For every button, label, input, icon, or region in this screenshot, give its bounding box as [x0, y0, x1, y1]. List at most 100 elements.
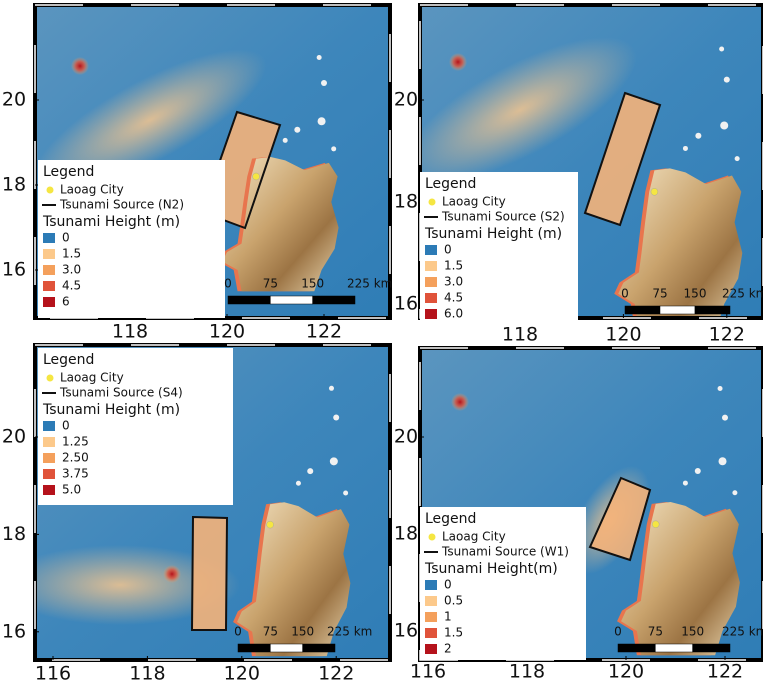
- x-tick-label: 122: [318, 663, 354, 685]
- hotspot: [163, 565, 181, 583]
- y-tick-label: 18: [394, 523, 418, 545]
- legend-level: 5.0: [62, 483, 81, 497]
- scale-label: 150: [301, 277, 324, 291]
- legend-level: 3.0: [62, 263, 81, 277]
- legend-level: 0: [62, 419, 70, 433]
- legend-level: 1.5: [444, 626, 463, 640]
- legend-level: 3.0: [444, 275, 463, 289]
- island: [331, 146, 336, 151]
- source-wave: [192, 517, 227, 630]
- legend-swatch: [43, 469, 55, 479]
- legend: LegendLaoag CityTsunami Source (S2)Tsuna…: [420, 172, 578, 322]
- legend-level: 6: [62, 295, 70, 309]
- legend-city: Laoag City: [60, 183, 124, 197]
- scale-label: 0: [234, 625, 242, 639]
- scale-segment: [238, 644, 270, 652]
- figure: 201816118120122LegendLaoag CityTsunami S…: [0, 0, 763, 687]
- scale-label: 75: [263, 625, 278, 639]
- hotspot: [449, 53, 467, 71]
- scale-label: 0: [621, 287, 629, 301]
- scale-segment: [228, 296, 270, 304]
- legend-level: 0.5: [444, 594, 463, 608]
- island: [732, 490, 737, 495]
- island: [718, 386, 723, 391]
- scale-segment: [693, 644, 730, 652]
- legend-swatch: [425, 612, 437, 622]
- legend-level: 6.0: [444, 307, 463, 321]
- x-tick-label: 122: [707, 661, 743, 683]
- island: [307, 468, 313, 474]
- legend-swatch: [425, 596, 437, 606]
- scale-segment: [270, 644, 302, 652]
- scale-label: 225 km: [347, 277, 392, 291]
- x-tick-label: 118: [509, 661, 545, 683]
- island: [695, 133, 701, 139]
- x-tick-label: 116: [410, 661, 446, 683]
- scale-segment: [313, 296, 355, 304]
- y-tick-label: 20: [394, 426, 418, 448]
- legend-level: 4.5: [444, 291, 463, 305]
- island: [283, 138, 288, 143]
- island: [683, 146, 688, 151]
- legend-swatch: [43, 437, 55, 447]
- legend-city: Laoag City: [60, 371, 124, 385]
- legend-source: Tsunami Source (W1): [441, 545, 569, 559]
- scale-label: 150: [684, 287, 707, 301]
- island: [719, 457, 727, 465]
- island: [321, 80, 327, 86]
- scale-segment: [618, 644, 655, 652]
- island: [724, 77, 730, 83]
- island: [719, 47, 724, 52]
- legend-height-title: Tsunami Height (m): [424, 226, 562, 242]
- legend-city: Laoag City: [442, 195, 506, 209]
- y-tick-label: 20: [394, 89, 418, 111]
- y-tick-label: 20: [2, 89, 26, 111]
- scale-segment: [695, 306, 730, 314]
- legend-swatch: [425, 644, 437, 654]
- legend-level: 1.25: [62, 435, 89, 449]
- y-tick-label: 20: [2, 426, 26, 448]
- x-tick-label: 120: [605, 324, 641, 346]
- y-tick-label: 18: [2, 174, 26, 196]
- legend-title: Legend: [43, 164, 94, 180]
- scale-label: 225 km: [722, 625, 763, 639]
- laoag-city: [253, 173, 260, 180]
- legend-height-title: Tsunami Height (m): [42, 214, 180, 230]
- scale-segment: [625, 306, 660, 314]
- x-tick-label: 122: [709, 324, 745, 346]
- island: [695, 468, 701, 474]
- scale-label: 0: [224, 277, 232, 291]
- island: [683, 481, 688, 486]
- island: [294, 127, 300, 133]
- legend-swatch: [425, 293, 437, 303]
- island: [318, 117, 326, 125]
- legend-level: 0: [444, 243, 452, 257]
- laoag-city: [267, 521, 274, 528]
- legend-swatch: [43, 281, 55, 291]
- legend: LegendLaoag CityTsunami Source (S4)Tsuna…: [38, 348, 233, 505]
- legend-city-icon: [429, 199, 436, 206]
- island: [343, 491, 348, 496]
- legend-city-icon: [47, 187, 54, 194]
- y-tick-label: 16: [2, 259, 26, 281]
- legend-swatch: [43, 421, 55, 431]
- x-tick-label: 118: [502, 324, 538, 346]
- legend-swatch: [43, 485, 55, 495]
- laoag-city: [651, 188, 658, 195]
- legend-title: Legend: [43, 352, 94, 368]
- x-tick-label: 120: [224, 663, 260, 685]
- scale-segment: [655, 644, 692, 652]
- scale-label: 75: [648, 625, 663, 639]
- legend-level: 4.5: [62, 279, 81, 293]
- legend-swatch: [43, 265, 55, 275]
- x-tick-label: 118: [112, 321, 148, 343]
- scale-label: 225 km: [327, 625, 372, 639]
- x-tick-label: 122: [306, 321, 342, 343]
- legend-swatch: [425, 277, 437, 287]
- y-tick-label: 16: [394, 293, 418, 315]
- island: [296, 481, 301, 486]
